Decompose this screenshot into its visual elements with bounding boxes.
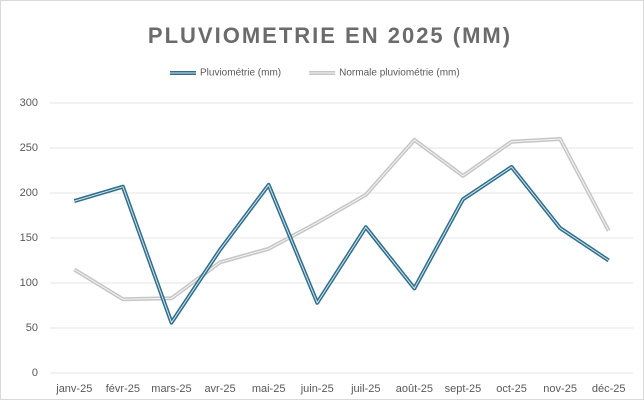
x-tick-label: sept-25 [445,383,482,395]
y-tick-label: 250 [20,142,38,154]
x-tick-label: avr-25 [204,383,235,395]
x-tick-label: mars-25 [151,383,191,395]
x-tick-label: déc-25 [592,383,626,395]
y-tick-label: 50 [26,322,38,334]
x-tick-label: févr-25 [106,383,140,395]
y-tick-label: 200 [20,187,38,199]
chart-title: PLUVIOMETRIE EN 2025 (MM) [148,23,512,48]
x-tick-label: juin-25 [300,383,334,395]
y-tick-label: 300 [20,97,38,109]
x-tick-label: août-25 [396,383,433,395]
x-tick-label: nov-25 [543,383,577,395]
series-line-highlight [74,166,609,324]
x-tick-label: oct-25 [496,383,527,395]
legend-label: Normale pluviométrie (mm) [339,68,460,79]
y-tick-label: 0 [32,367,38,379]
x-tick-label: janv-25 [55,383,92,395]
y-tick-label: 100 [20,277,38,289]
legend-label: Pluviométrie (mm) [200,68,281,79]
y-tick-label: 150 [20,232,38,244]
x-tick-label: mai-25 [252,383,286,395]
x-tick-label: juil-25 [350,383,380,395]
